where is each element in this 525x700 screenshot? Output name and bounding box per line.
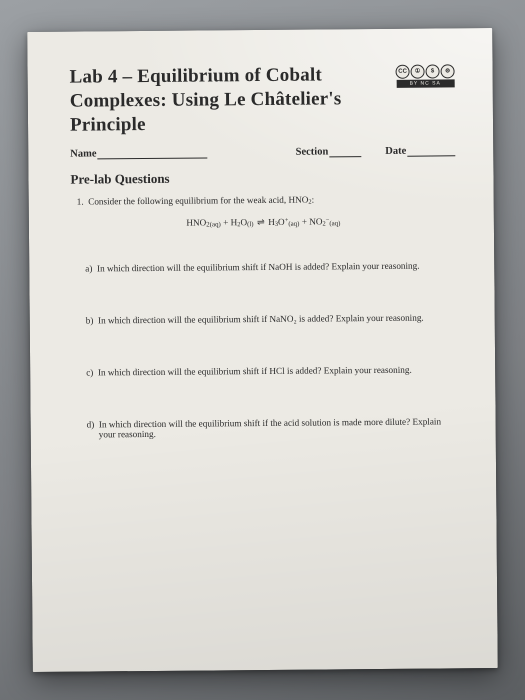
name-blank[interactable] xyxy=(97,148,207,160)
eq-no2-no: NO xyxy=(309,217,322,227)
title-line-1: Lab 4 – Equilibrium of Cobalt xyxy=(70,64,323,87)
lab-title: Lab 4 – Equilibrium of Cobalt Complexes:… xyxy=(70,63,389,137)
question-1a: a) In which direction will the equilibri… xyxy=(71,261,456,274)
cc-license-badge: CC ① $ ⊜ BY NC SA xyxy=(396,64,455,88)
eq-no2-state: (aq) xyxy=(329,221,340,228)
date-label: Date xyxy=(385,146,406,157)
q1-prompt: Consider the following equilibrium for t… xyxy=(88,195,308,207)
photo-background: Lab 4 – Equilibrium of Cobalt Complexes:… xyxy=(0,0,525,700)
eq-h2o-state: (l) xyxy=(247,221,254,228)
student-info-line: Name Section Date xyxy=(70,146,455,160)
q1d-text: In which direction will the equilibrium … xyxy=(99,417,441,440)
section-label: Section xyxy=(296,147,329,158)
prelab-heading: Pre-lab Questions xyxy=(70,169,455,188)
eq-hno2: HNO xyxy=(186,218,206,228)
q1-number: 1. xyxy=(77,197,84,207)
q1-prompt-tail: : xyxy=(312,195,315,205)
header-row: Lab 4 – Equilibrium of Cobalt Complexes:… xyxy=(70,62,456,139)
nc-icon: $ xyxy=(426,64,440,78)
title-line-2: Complexes: Using Le Châtelier's Principl… xyxy=(70,88,342,135)
q1a-text: In which direction will the equilibrium … xyxy=(97,261,420,274)
cc-icons-row: CC ① $ ⊜ xyxy=(396,64,455,79)
sa-icon: ⊜ xyxy=(441,64,455,78)
question-1: 1. Consider the following equilibrium fo… xyxy=(71,193,456,209)
q1c-text: In which direction will the equilibrium … xyxy=(98,365,412,378)
equilibrium-equation: HNO2(aq) + H2O(l) ⇌ H3O+(aq) + NO2−(aq) xyxy=(71,216,456,230)
date-blank[interactable] xyxy=(407,146,455,157)
eq-hno2-state: 2(aq) xyxy=(206,222,221,229)
q1b-text: In which direction will the equilibrium … xyxy=(98,313,424,326)
eq-plus1: + xyxy=(223,218,231,228)
eq-h3o-state: (aq) xyxy=(288,221,299,228)
question-1b: b) In which direction will the equilibri… xyxy=(72,313,457,326)
by-icon: ① xyxy=(411,65,425,79)
worksheet-page: Lab 4 – Equilibrium of Cobalt Complexes:… xyxy=(27,28,498,672)
cc-icon: CC xyxy=(396,65,410,79)
section-blank[interactable] xyxy=(329,146,361,157)
question-1c: c) In which direction will the equilibri… xyxy=(72,365,457,378)
cc-bar-text: BY NC SA xyxy=(396,79,454,88)
name-label: Name xyxy=(70,149,96,160)
eq-arrow: ⇌ xyxy=(256,217,266,228)
question-1d: d) In which direction will the equilibri… xyxy=(73,417,458,440)
